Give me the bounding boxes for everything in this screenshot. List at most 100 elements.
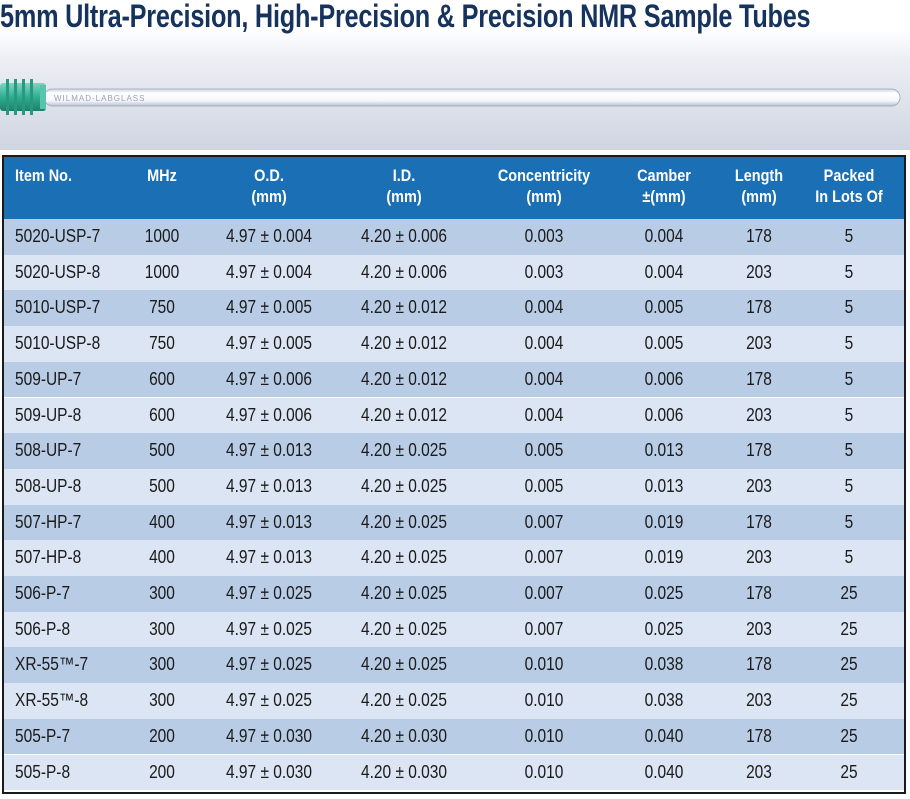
- cell-packed: 25: [840, 761, 858, 782]
- cell-conc: 0.007: [524, 618, 564, 639]
- cell-mhz: 300: [149, 618, 175, 639]
- cell-od: 4.97 ± 0.025: [226, 618, 312, 639]
- header-id: I.D. (mm): [349, 165, 460, 207]
- cell-od: 4.97 ± 0.006: [226, 368, 312, 389]
- header-length: Length (mm): [721, 165, 798, 207]
- cell-camber: 0.006: [644, 368, 684, 389]
- header-item: Item No.: [15, 165, 117, 186]
- table-row: 508-UP-7 500 4.97 ± 0.013 4.20 ± 0.025 0.005…: [4, 433, 904, 469]
- cell-packed: 5: [844, 440, 854, 461]
- cell-mhz: 750: [149, 333, 175, 354]
- cell-id: 4.20 ± 0.030: [361, 761, 447, 782]
- header-banner: 5mm Ultra-Precision, High-Precision & Pr…: [0, 0, 910, 150]
- cell-length: 178: [746, 725, 772, 746]
- cell-packed: 25: [840, 690, 858, 711]
- cell-item: 505-P-8: [15, 761, 71, 782]
- cell-od: 4.97 ± 0.013: [226, 475, 312, 496]
- header-conc-line1: Concentricity: [497, 166, 591, 185]
- cell-conc: 0.010: [524, 654, 564, 675]
- header-item-line1: Item No.: [15, 166, 73, 185]
- cell-mhz: 750: [149, 297, 175, 318]
- cell-conc: 0.005: [524, 440, 564, 461]
- cell-length: 178: [746, 368, 772, 389]
- header-od-line2: (mm): [251, 187, 287, 206]
- cell-packed: 5: [844, 404, 854, 425]
- cell-mhz: 1000: [144, 226, 180, 246]
- cell-id: 4.20 ± 0.012: [361, 333, 447, 354]
- cell-item: 508-UP-8: [15, 475, 82, 496]
- cell-mhz: 600: [149, 404, 175, 425]
- cell-packed: 25: [840, 725, 858, 746]
- cell-camber: 0.004: [644, 226, 684, 246]
- cell-camber: 0.040: [644, 761, 684, 782]
- cell-mhz: 300: [149, 654, 175, 675]
- cell-packed: 5: [844, 475, 854, 496]
- header-mhz-line1: MHz: [147, 166, 177, 185]
- cell-item: 508-UP-7: [15, 440, 82, 461]
- table-row: 509-UP-7 600 4.97 ± 0.006 4.20 ± 0.012 0.004…: [4, 361, 904, 398]
- header-camber: Camber ±(mm): [613, 165, 715, 207]
- table-row: 505-P-7 200 4.97 ± 0.030 4.20 ± 0.030 0.010 0…: [4, 718, 904, 755]
- header-packed: Packed In Lots Of: [807, 165, 892, 207]
- cell-item: XR-55™-7: [15, 654, 89, 675]
- cell-item: 506-P-8: [15, 618, 71, 639]
- table-row: 508-UP-8 500 4.97 ± 0.013 4.20 ± 0.025 0.005…: [4, 468, 904, 505]
- cell-id: 4.20 ± 0.006: [361, 226, 447, 246]
- cell-camber: 0.019: [644, 547, 684, 568]
- cell-mhz: 300: [149, 583, 175, 603]
- cell-od: 4.97 ± 0.025: [226, 583, 312, 603]
- cell-length: 178: [746, 297, 772, 318]
- cell-id: 4.20 ± 0.006: [361, 261, 447, 282]
- cell-length: 203: [746, 333, 772, 354]
- cell-item: 5010-USP-8: [15, 333, 101, 354]
- table-row: 507-HP-7 400 4.97 ± 0.013 4.20 ± 0.025 0.007…: [4, 504, 904, 541]
- cell-length: 178: [746, 654, 772, 675]
- cell-mhz: 400: [149, 511, 175, 532]
- page-title: 5mm Ultra-Precision, High-Precision & Pr…: [0, 0, 811, 34]
- cell-od: 4.97 ± 0.030: [226, 761, 312, 782]
- cell-mhz: 400: [149, 547, 175, 568]
- cell-length: 178: [746, 583, 772, 603]
- cell-packed: 25: [840, 618, 858, 639]
- table-row: 5020-USP-7 1000 4.97 ± 0.004 4.20 ± 0.006 0.…: [4, 219, 904, 255]
- cell-packed: 25: [840, 583, 858, 603]
- cell-camber: 0.040: [644, 725, 684, 746]
- cell-od: 4.97 ± 0.005: [226, 333, 312, 354]
- cell-item: 507-HP-8: [15, 547, 82, 568]
- header-packed-line1: Packed: [823, 166, 875, 185]
- cell-length: 178: [746, 511, 772, 532]
- cell-conc: 0.004: [524, 404, 564, 425]
- cell-mhz: 500: [149, 440, 175, 461]
- cell-length: 203: [746, 475, 772, 496]
- cell-item: 5010-USP-7: [15, 297, 101, 318]
- table-row: 5010-USP-8 750 4.97 ± 0.005 4.20 ± 0.012 0.0…: [4, 326, 904, 362]
- cell-id: 4.20 ± 0.012: [361, 404, 447, 425]
- cell-od: 4.97 ± 0.013: [226, 440, 312, 461]
- cell-id: 4.20 ± 0.012: [361, 297, 447, 318]
- cell-packed: 5: [844, 511, 854, 532]
- table-header: Item No. MHz O.D. (mm) I.D. (mm) Concentricity…: [4, 157, 904, 219]
- cell-id: 4.20 ± 0.025: [361, 440, 447, 461]
- cell-mhz: 200: [149, 725, 175, 746]
- cell-id: 4.20 ± 0.030: [361, 725, 447, 746]
- cell-length: 203: [746, 547, 772, 568]
- cell-od: 4.97 ± 0.004: [226, 226, 312, 246]
- cell-item: 506-P-7: [15, 583, 71, 603]
- cell-mhz: 200: [149, 761, 175, 782]
- cell-packed: 5: [844, 547, 854, 568]
- cell-od: 4.97 ± 0.013: [226, 511, 312, 532]
- cell-conc: 0.005: [524, 475, 564, 496]
- cell-item: 5020-USP-7: [15, 226, 101, 246]
- cell-camber: 0.005: [644, 297, 684, 318]
- cell-od: 4.97 ± 0.005: [226, 297, 312, 318]
- cell-conc: 0.003: [524, 226, 564, 246]
- cell-od: 4.97 ± 0.025: [226, 690, 312, 711]
- cell-length: 203: [746, 761, 772, 782]
- cell-id: 4.20 ± 0.025: [361, 511, 447, 532]
- cell-length: 178: [746, 440, 772, 461]
- cell-camber: 0.004: [644, 261, 684, 282]
- table-row: 5020-USP-8 1000 4.97 ± 0.004 4.20 ± 0.006 0.…: [4, 254, 904, 291]
- table-row: 507-HP-8 400 4.97 ± 0.013 4.20 ± 0.025 0.007…: [4, 540, 904, 576]
- table-row: XR-55™-8 300 4.97 ± 0.025 4.20 ± 0.025 0.010…: [4, 683, 904, 719]
- cell-length: 203: [746, 404, 772, 425]
